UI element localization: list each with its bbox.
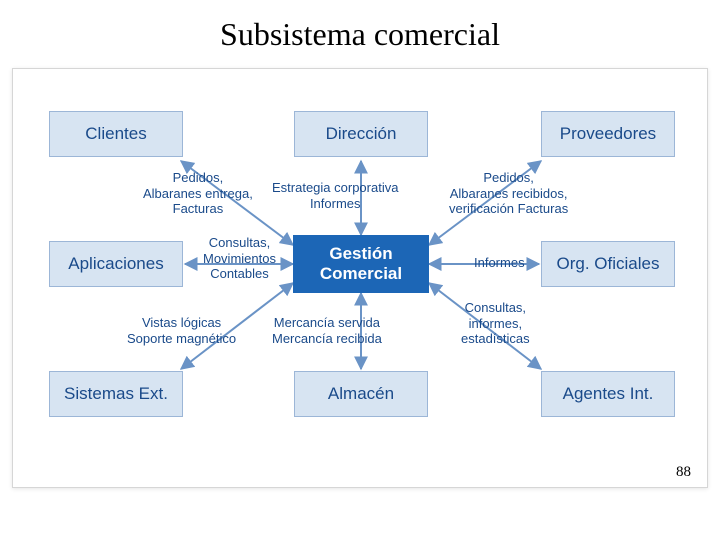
edge-label-proveedores: Pedidos, Albaranes recibidos, verificaci… <box>449 170 568 217</box>
node-center: GestiónComercial <box>293 235 429 293</box>
page-title: Subsistema comercial <box>0 0 720 53</box>
page-number: 88 <box>676 464 691 481</box>
node-sistemas: Sistemas Ext. <box>49 371 183 417</box>
diagram-frame: Clientes Dirección Proveedores Aplicaciones… <box>12 68 708 488</box>
edge-label-direccion: Estrategia corporativa Informes <box>272 180 398 211</box>
edge-label-sistemas: Vistas lógicas Soporte magnético <box>127 315 236 346</box>
node-aplicaciones: Aplicaciones <box>49 241 183 287</box>
node-proveedores: Proveedores <box>541 111 675 157</box>
node-almacen: Almacén <box>294 371 428 417</box>
edge-label-org: Informes <box>474 255 525 271</box>
edge-label-agentes: Consultas, informes, estadísticas <box>461 300 530 347</box>
node-agentes: Agentes Int. <box>541 371 675 417</box>
node-direccion: Dirección <box>294 111 428 157</box>
edge-label-aplicaciones: Consultas, Movimientos Contables <box>203 235 276 282</box>
edge-label-almacen: Mercancía servida Mercancía recibida <box>272 315 382 346</box>
node-org: Org. Oficiales <box>541 241 675 287</box>
edge-label-clientes: Pedidos, Albaranes entrega, Facturas <box>143 170 253 217</box>
node-clientes: Clientes <box>49 111 183 157</box>
